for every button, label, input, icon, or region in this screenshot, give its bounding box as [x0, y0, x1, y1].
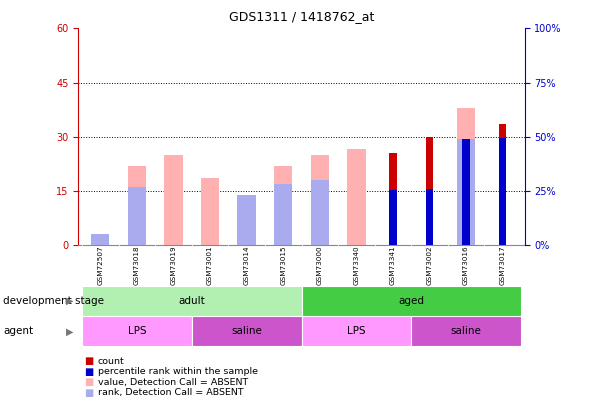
Bar [347, 149, 365, 245]
Text: saline: saline [450, 326, 482, 336]
Bar [302, 316, 411, 346]
Text: GSM73001: GSM73001 [207, 245, 213, 285]
Bar [390, 153, 397, 245]
Bar [463, 139, 470, 245]
Bar [499, 138, 507, 245]
Bar [457, 139, 475, 245]
Bar [201, 178, 219, 245]
Text: GSM73340: GSM73340 [353, 245, 359, 285]
Text: LPS: LPS [347, 326, 365, 336]
Text: development stage: development stage [3, 296, 104, 305]
Text: LPS: LPS [128, 326, 146, 336]
Bar [411, 316, 521, 346]
Text: value, Detection Call = ABSENT: value, Detection Call = ABSENT [98, 378, 248, 387]
Bar [238, 198, 256, 245]
Bar [457, 108, 475, 245]
Text: ■: ■ [84, 377, 93, 387]
Bar [426, 189, 433, 245]
Text: adult: adult [178, 296, 205, 306]
Text: aged: aged [398, 296, 425, 306]
Bar [238, 195, 256, 245]
Text: GSM73016: GSM73016 [463, 245, 469, 285]
Text: percentile rank within the sample: percentile rank within the sample [98, 367, 257, 376]
Bar [311, 180, 329, 245]
Text: ■: ■ [84, 367, 93, 377]
Text: GSM73015: GSM73015 [280, 245, 286, 285]
Bar [302, 286, 521, 316]
Text: GSM72507: GSM72507 [97, 245, 103, 285]
Bar [165, 155, 183, 245]
Bar [82, 286, 302, 316]
Bar [499, 124, 507, 245]
Text: ■: ■ [84, 356, 93, 366]
Text: ▶: ▶ [66, 326, 74, 336]
Bar [91, 234, 110, 245]
Text: agent: agent [3, 326, 33, 336]
Text: GSM73002: GSM73002 [426, 245, 432, 285]
Text: GSM73000: GSM73000 [317, 245, 323, 285]
Bar [274, 166, 292, 245]
Bar [128, 187, 146, 245]
Text: GSM73017: GSM73017 [500, 245, 506, 285]
Text: count: count [98, 357, 124, 366]
Bar [311, 155, 329, 245]
Text: rank, Detection Call = ABSENT: rank, Detection Call = ABSENT [98, 388, 244, 397]
Text: saline: saline [231, 326, 262, 336]
Bar [192, 316, 302, 346]
Bar [128, 166, 146, 245]
Text: GSM73018: GSM73018 [134, 245, 140, 285]
Bar [91, 241, 110, 245]
Text: GSM73019: GSM73019 [171, 245, 177, 285]
Text: GSM73014: GSM73014 [244, 245, 250, 285]
Text: GSM73341: GSM73341 [390, 245, 396, 285]
Bar [82, 316, 192, 346]
Text: GDS1311 / 1418762_at: GDS1311 / 1418762_at [229, 10, 374, 23]
Bar [426, 136, 433, 245]
Bar [274, 184, 292, 245]
Text: ▶: ▶ [66, 296, 74, 305]
Text: ■: ■ [84, 388, 93, 398]
Bar [390, 190, 397, 245]
